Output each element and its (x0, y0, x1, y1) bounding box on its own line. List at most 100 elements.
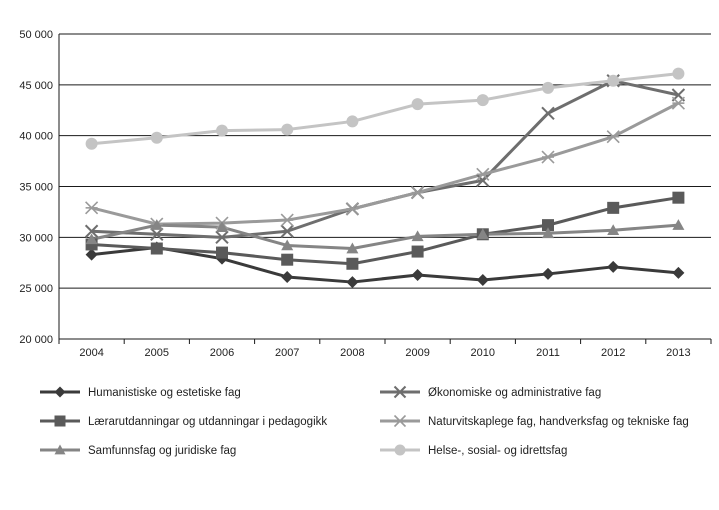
data-point (215, 230, 229, 245)
y-tick-label: 35 000 (19, 182, 53, 194)
data-point (672, 219, 685, 230)
data-point (281, 239, 294, 251)
legend-entry: Humanistiske og estetiske fag (40, 386, 241, 399)
data-point (411, 186, 425, 200)
marker-stroke (215, 230, 229, 245)
data-point (411, 230, 424, 242)
data-point (85, 137, 98, 150)
data-point (280, 224, 294, 238)
data-point (542, 219, 554, 232)
x-tick-label: 2007 (275, 347, 299, 359)
data-point (476, 173, 490, 188)
data-point (671, 96, 685, 110)
data-point (346, 276, 359, 289)
data-point (216, 246, 228, 259)
data-point (411, 245, 424, 258)
legend-label: Helse-, sosial- og idrettsfag (428, 445, 567, 457)
legend-label: Økonomiske og administrative fag (428, 387, 601, 399)
x-tick-label: 2004 (79, 347, 103, 359)
data-point (345, 202, 359, 216)
x-tick-label: 2008 (340, 347, 364, 359)
data-point (607, 74, 620, 87)
data-point (281, 253, 294, 266)
data-point (476, 274, 489, 287)
y-tick-label: 20 000 (19, 334, 53, 346)
data-point (150, 227, 164, 241)
data-point (85, 248, 98, 261)
data-point (150, 219, 163, 230)
data-point (542, 81, 554, 94)
marker-stroke (84, 224, 99, 238)
legend-entry: Samfunnsfag og juridiske fag (40, 444, 236, 457)
data-point (85, 233, 98, 245)
legend-label: Lærarutdanningar og utdanningar i pedago… (88, 416, 327, 428)
data-point (672, 266, 685, 279)
legend-marker (393, 414, 407, 428)
data-point (216, 124, 228, 137)
x-tick-label: 2010 (471, 347, 495, 359)
legend-entry: Naturvitskaplege fag, handverksfag og te… (380, 414, 689, 428)
data-point (476, 94, 489, 107)
series-lines (91, 72, 680, 284)
data-point (607, 201, 620, 214)
data-point (672, 67, 685, 80)
legend-marker (394, 444, 406, 456)
series-line (91, 196, 679, 266)
legend-label: Samfunnsfag og juridiske fag (88, 445, 236, 457)
legend-marker (54, 415, 66, 427)
y-tick-label: 50 000 (19, 29, 53, 41)
data-point (346, 257, 359, 270)
x-tick-label: 2009 (405, 347, 429, 359)
legend-entry: Økonomiske og administrative fag (380, 385, 601, 399)
x-axis: 2004 2005 2006 2007 2008 2009 2010 2011 2012 2013 (58, 338, 712, 359)
series-line (91, 72, 679, 146)
data-point (85, 201, 99, 215)
series-line (91, 223, 679, 251)
data-point (281, 270, 294, 283)
x-tick-label: 2005 (145, 347, 169, 359)
data-point (607, 224, 620, 236)
y-axis: 20 000 25 000 30 000 35 000 40 000 45 000 50 0… (19, 29, 60, 346)
series-line (91, 101, 680, 226)
data-point (150, 242, 163, 255)
data-point (607, 260, 620, 273)
data-point (672, 191, 685, 204)
legend-entry: Lærarutdanningar og utdanningar i pedago… (40, 415, 327, 428)
data-point (84, 224, 99, 238)
series-markers (84, 67, 686, 289)
marker-stroke (150, 227, 164, 241)
legend-entry: Helse-, sosial- og idrettsfag (380, 444, 567, 457)
x-tick-label: 2011 (536, 347, 560, 359)
marker-stroke (476, 173, 490, 188)
data-point (281, 123, 294, 136)
legend-label: Humanistiske og estetiske fag (88, 387, 241, 399)
data-point (346, 115, 359, 128)
data-point (346, 242, 359, 254)
data-point (476, 167, 490, 181)
legend-label: Naturvitskaplege fag, handverksfag og te… (428, 416, 689, 428)
marker-stroke (541, 106, 555, 121)
data-point (476, 228, 489, 240)
legend: Humanistiske og estetiske fag Økonomiske … (40, 385, 689, 457)
x-tick-label: 2013 (666, 347, 690, 359)
data-point (542, 227, 554, 239)
data-point (541, 150, 555, 164)
y-tick-label: 45 000 (19, 80, 53, 92)
legend-marker (393, 385, 407, 399)
x-tick-label: 2012 (601, 347, 625, 359)
data-point (216, 221, 228, 232)
legend-marker (54, 444, 66, 455)
data-point (411, 98, 424, 111)
marker-stroke (393, 385, 407, 399)
data-point (280, 213, 294, 227)
data-point (411, 268, 424, 281)
legend-marker (54, 386, 66, 398)
data-point (542, 267, 554, 280)
y-tick-label: 25 000 (19, 283, 53, 295)
data-point (150, 131, 163, 144)
y-tick-label: 40 000 (19, 131, 53, 143)
series-line (91, 246, 679, 284)
y-tick-label: 30 000 (19, 232, 53, 244)
marker-stroke (280, 224, 294, 238)
